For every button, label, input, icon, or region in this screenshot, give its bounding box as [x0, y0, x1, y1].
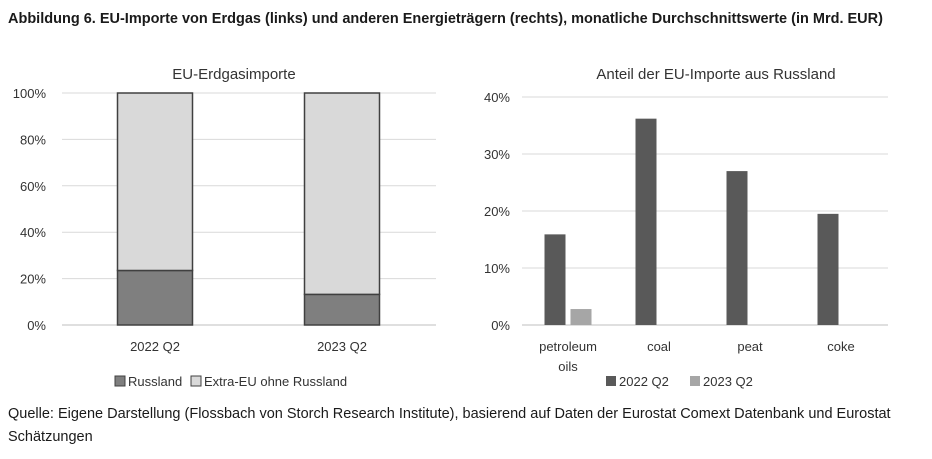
left-bar-russland-1 [116, 269, 194, 326]
left-y-tick-label: 0% [27, 318, 46, 333]
right-legend-label: 2022 Q2 [619, 374, 669, 389]
right-y-tick-label: 30% [484, 147, 510, 162]
right-x-tick-label: coal [647, 339, 671, 354]
left-legend-swatch-2 [190, 375, 202, 387]
right-x-tick-label: peat [737, 339, 763, 354]
left-legend-swatch-1 [114, 375, 126, 387]
right-bar-2023q2-1 [570, 309, 592, 325]
left-x-tick-label: 2023 Q2 [317, 339, 367, 354]
right-chart-title: Anteil der EU-Importe aus Russland [596, 66, 835, 83]
figure-source: Quelle: Eigene Darstellung (Flossbach vo… [8, 406, 891, 445]
right-y-tick-label: 0% [491, 318, 510, 333]
left-y-tick-label: 20% [20, 272, 46, 287]
right-bar-2022q2-1 [544, 234, 566, 325]
left-x-tick-label: 2022 Q2 [130, 339, 180, 354]
right-x-tick-label: oils [558, 359, 578, 374]
left-bar-extra-eu-1 [116, 92, 194, 272]
left-chart-title: EU-Erdgasimporte [172, 66, 295, 83]
right-legend-swatch-2 [690, 376, 700, 386]
left-legend-label: Russland [128, 374, 182, 389]
right-legend-label: 2023 Q2 [703, 374, 753, 389]
right-y-tick-label: 20% [484, 204, 510, 219]
left-bar-russland-2 [303, 293, 381, 326]
right-bar-2022q2-4 [817, 213, 839, 325]
left-bar-extra-eu-2 [303, 92, 381, 296]
left-legend-label: Extra-EU ohne Russland [204, 374, 347, 389]
left-y-tick-label: 60% [20, 179, 46, 194]
right-bar-2022q2-2 [635, 118, 657, 325]
right-legend-swatch-1 [606, 376, 616, 386]
right-y-tick-label: 40% [484, 90, 510, 105]
right-x-tick-label: coke [827, 339, 854, 354]
right-y-tick-label: 10% [484, 261, 510, 276]
left-y-tick-label: 80% [20, 132, 46, 147]
right-bar-2022q2-3 [726, 171, 748, 325]
right-x-tick-label: petroleum [539, 339, 597, 354]
left-y-tick-label: 40% [20, 225, 46, 240]
figure-title: Abbildung 6. EU-Importe von Erdgas (link… [8, 11, 883, 27]
left-y-tick-label: 100% [13, 86, 47, 101]
